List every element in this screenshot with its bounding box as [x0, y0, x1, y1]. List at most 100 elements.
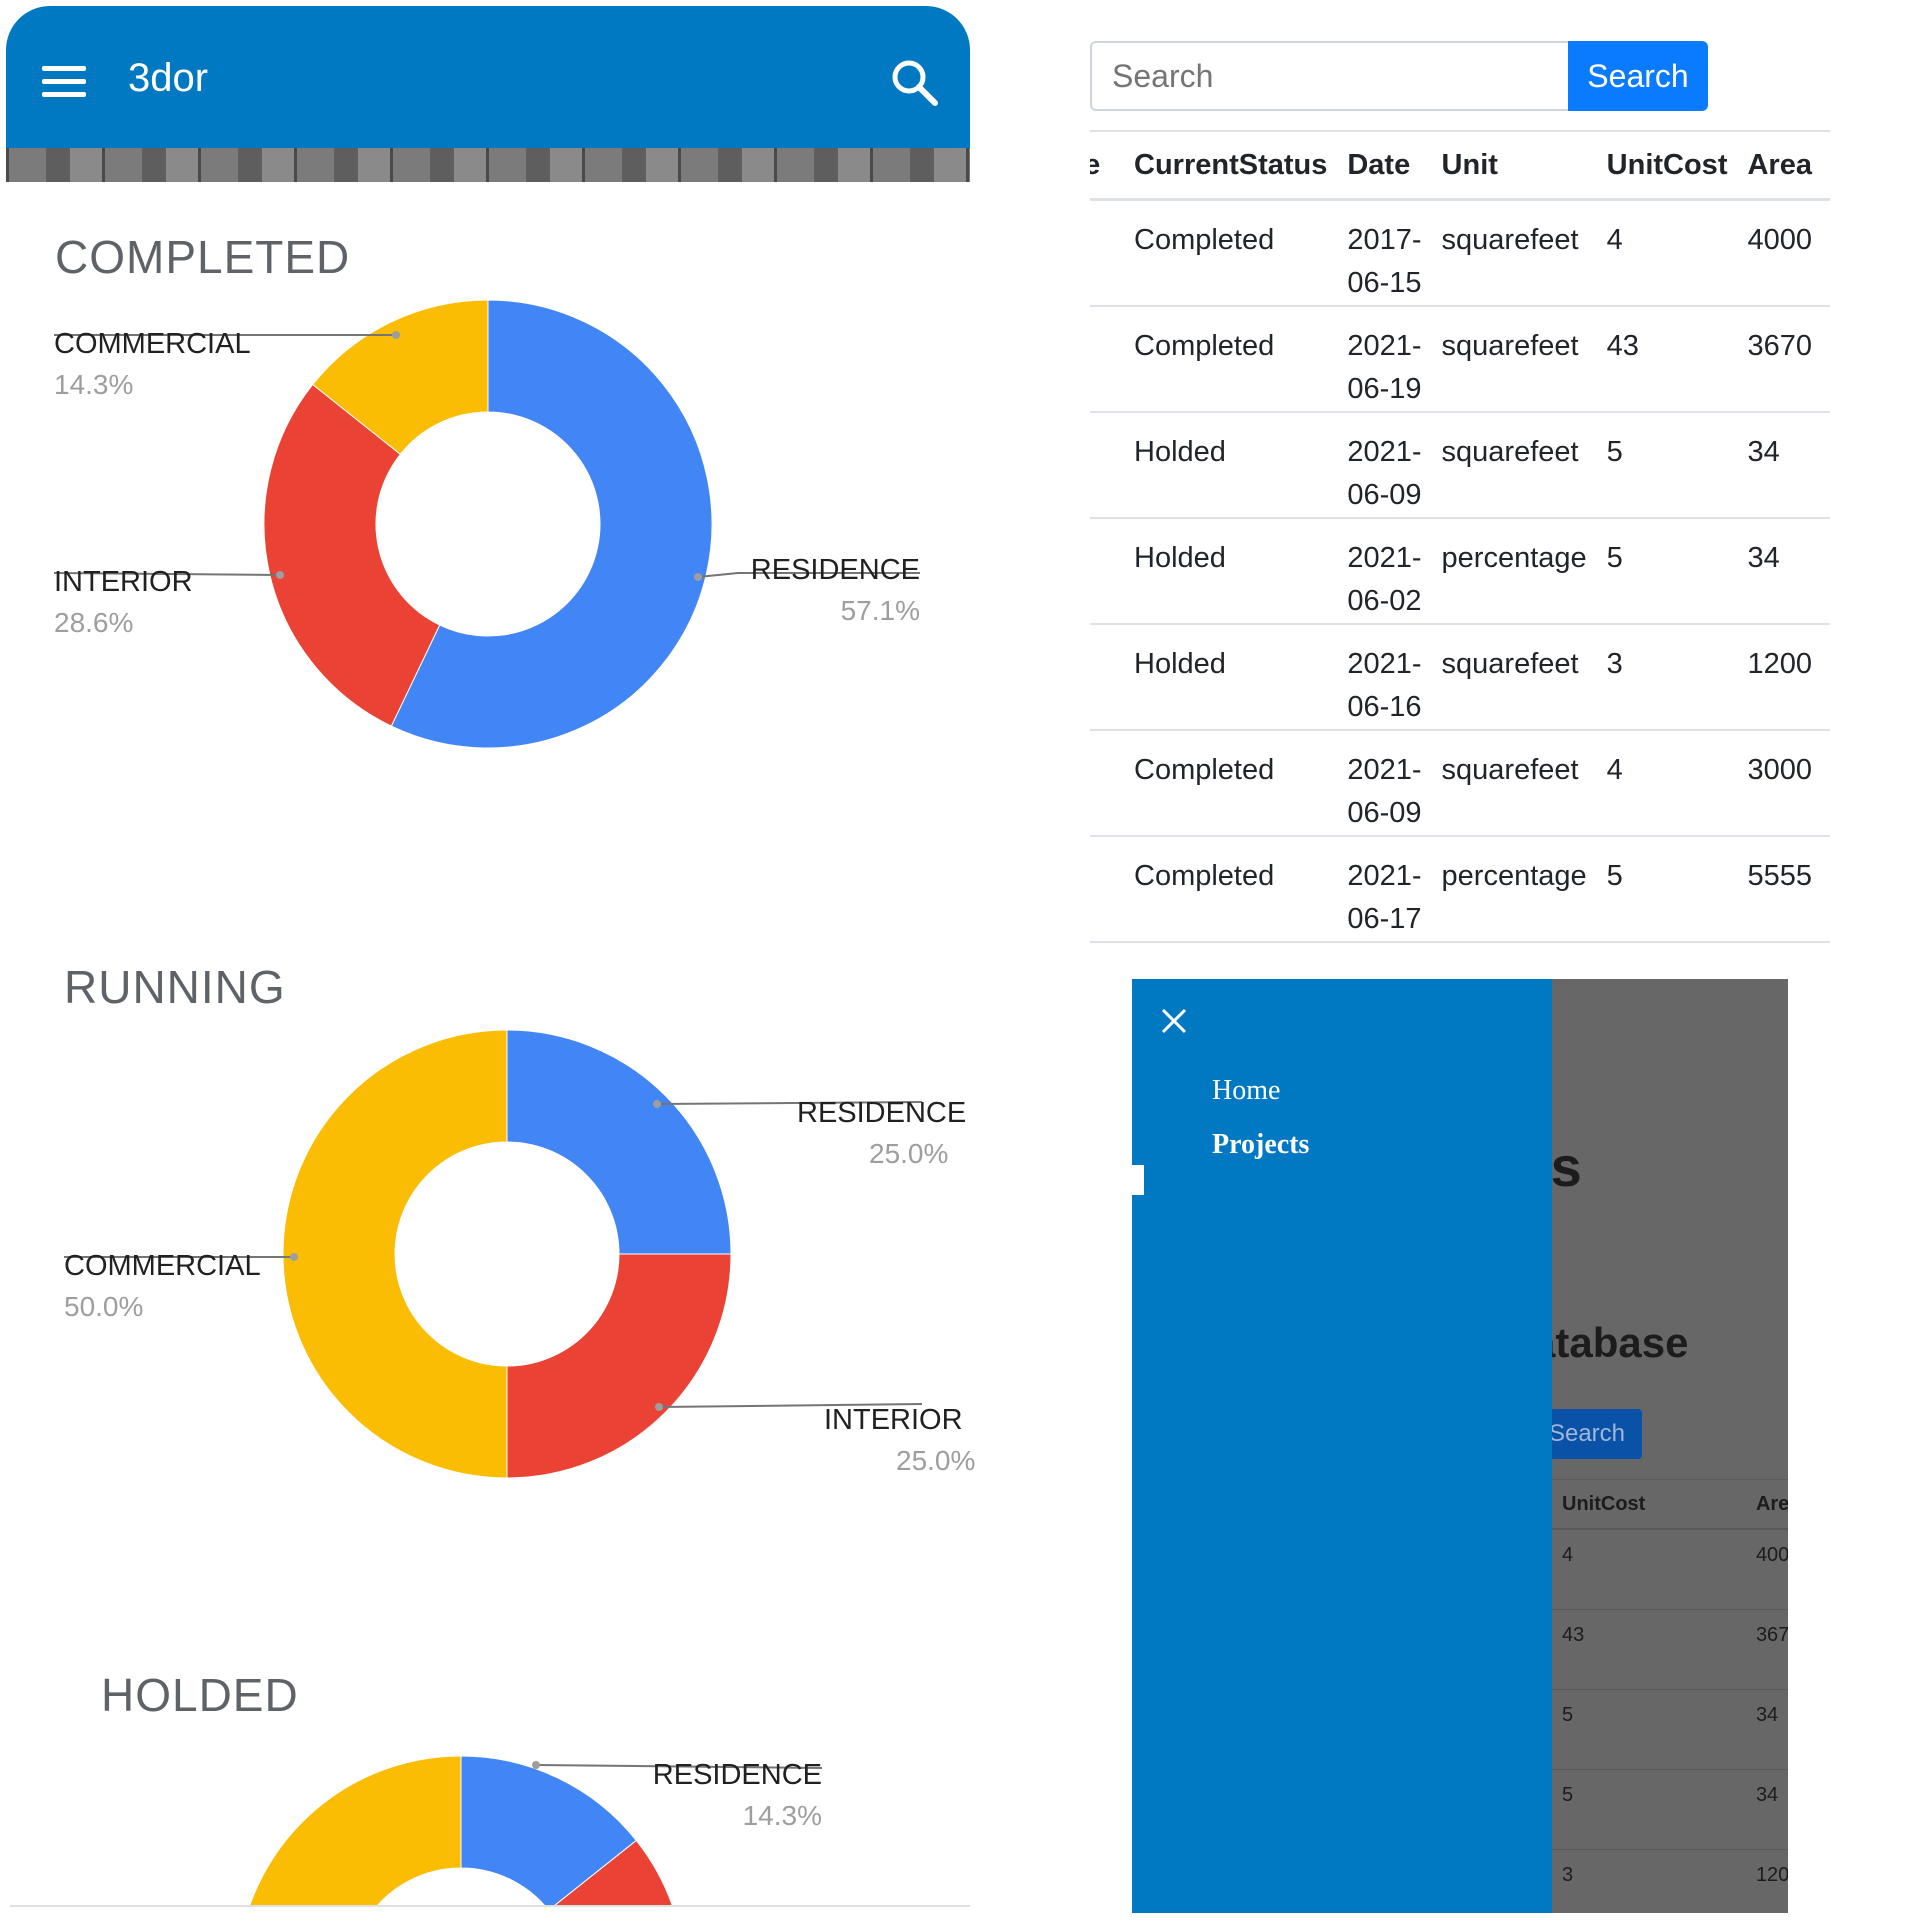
leader-dot — [655, 1403, 663, 1411]
slice-commercial[interactable] — [237, 1755, 679, 1906]
slice-label-residence: RESIDENCE — [653, 1759, 822, 1791]
cell-area: 3670 — [1737, 306, 1830, 413]
slice-label-commercial: COMMERCIAL — [54, 328, 251, 360]
cell-date-day: 06-19 — [1347, 373, 1422, 405]
slice-residence[interactable] — [506, 1029, 732, 1255]
cell-partial — [1090, 836, 1124, 943]
cell-date-year: 2021- — [1347, 436, 1422, 468]
bg-cell-unitcost: 4 — [1552, 1529, 1746, 1610]
cell-status: Holded — [1124, 624, 1338, 731]
slice-interior[interactable] — [263, 383, 441, 727]
bg-cell-area: 34 — [1745, 1769, 1788, 1850]
cell-unit: squarefeet — [1431, 730, 1597, 837]
slice-label-residence: RESIDENCE — [797, 1097, 966, 1129]
slice-residence[interactable] — [390, 299, 713, 749]
completed-title: COMPLETED — [55, 231, 351, 283]
cell-date-year: 2021- — [1347, 330, 1422, 362]
search-field[interactable] — [1090, 41, 1570, 111]
table-row[interactable]: Holded 2021- 06-09 squarefeet 5 34 — [1090, 412, 1830, 519]
cell-date-day: 06-17 — [1347, 903, 1422, 935]
leader-dot — [532, 1761, 540, 1769]
cell-partial — [1090, 412, 1124, 519]
cell-unitcost: 5 — [1596, 836, 1738, 943]
cell-unit: percentage — [1431, 836, 1597, 943]
slice-percent-residence: 14.3% — [743, 1800, 822, 1831]
projects-table: ce CurrentStatus Date Unit UnitCost Area… — [1090, 130, 1830, 943]
slice-residence[interactable] — [460, 1755, 637, 1906]
cell-date: 2021- 06-17 — [1337, 836, 1432, 943]
slice-interior[interactable] — [549, 1839, 685, 1906]
cell-status: Completed — [1124, 199, 1338, 307]
cell-unit: squarefeet — [1431, 306, 1597, 413]
cell-partial — [1090, 518, 1124, 625]
cell-area: 34 — [1737, 518, 1830, 625]
table-row[interactable]: Completed 2021- 06-09 squarefeet 4 3000 — [1090, 730, 1830, 837]
table-row[interactable]: Completed 2021- 06-17 percentage 5 5555 — [1090, 836, 1830, 943]
cell-area: 4000 — [1737, 199, 1830, 307]
col-header-unit[interactable]: Unit — [1431, 130, 1597, 201]
cell-area: 1200 — [1737, 624, 1830, 731]
cell-date: 2021- 06-19 — [1337, 306, 1432, 413]
leader-line — [658, 1403, 923, 1408]
table-row[interactable]: Holded 2021- 06-16 squarefeet 3 1200 — [1090, 624, 1830, 731]
search-input[interactable] — [1092, 43, 1568, 109]
divider — [10, 1905, 970, 1907]
cell-unit: squarefeet — [1431, 624, 1597, 731]
slice-commercial[interactable] — [282, 1029, 508, 1479]
mobile-chart-screen: 3dor COMPLETED RESIDENCE 57.1% INTERIOR 28.… — [6, 6, 975, 1907]
slice-percent-residence: 57.1% — [841, 595, 920, 626]
col-header-partial: ce — [1090, 130, 1124, 201]
bg-cell-unitcost: 3 — [1552, 1849, 1746, 1913]
cell-date: 2021- 06-02 — [1337, 518, 1432, 625]
cell-date-year: 2017- — [1347, 224, 1422, 256]
leader-dot — [276, 571, 284, 579]
cell-date-year: 2021- — [1347, 648, 1422, 680]
nav-item-home[interactable]: Home — [1212, 1075, 1281, 1106]
slice-percent-commercial: 50.0% — [64, 1291, 143, 1322]
close-icon[interactable] — [1160, 1007, 1188, 1035]
leader-dot — [392, 331, 400, 339]
drawer-screen: ts atabase Search UnitCost Area 44000433… — [1132, 979, 1788, 1913]
bg-cell-area: 3670 — [1745, 1609, 1788, 1690]
background-table: UnitCost Area 4400043367053453431200 — [1552, 1479, 1788, 1913]
slice-percent-commercial: 14.3% — [54, 369, 133, 400]
col-header-currentstatus[interactable]: CurrentStatus — [1124, 130, 1338, 201]
cell-status: Completed — [1124, 306, 1338, 413]
cell-date: 2021- 06-09 — [1337, 730, 1432, 837]
bg-cell-area: 1200 — [1745, 1849, 1788, 1913]
cell-date-day: 06-16 — [1347, 691, 1422, 723]
bg-cell-unitcost: 43 — [1552, 1609, 1746, 1690]
table-row[interactable]: Holded 2021- 06-02 percentage 5 34 — [1090, 518, 1830, 625]
search-icon[interactable] — [888, 56, 940, 108]
cell-status: Completed — [1124, 836, 1338, 943]
leader-dot — [694, 573, 702, 581]
table-row[interactable]: Completed 2017- 06-15 squarefeet 4 4000 — [1090, 199, 1830, 307]
table-row[interactable]: Completed 2021- 06-19 squarefeet 43 3670 — [1090, 306, 1830, 413]
running-donut-chart: RESIDENCE 25.0% INTERIOR 25.0% COMMERCIAL 50.… — [64, 1029, 975, 1479]
slice-commercial[interactable] — [312, 299, 489, 455]
cell-date: 2021- 06-16 — [1337, 624, 1432, 731]
background-subheading: atabase — [1532, 1319, 1689, 1366]
cell-unitcost: 5 — [1596, 412, 1738, 519]
background-table-row: 5 34 — [1552, 1769, 1788, 1850]
cell-date-day: 06-02 — [1347, 585, 1422, 617]
search-button[interactable]: Search — [1568, 41, 1708, 111]
cell-unitcost: 5 — [1596, 518, 1738, 625]
slice-percent-residence: 25.0% — [869, 1138, 948, 1169]
col-header-date[interactable]: Date — [1337, 130, 1432, 201]
bg-cell-unitcost: 5 — [1552, 1689, 1746, 1770]
col-header-area[interactable]: Area — [1737, 130, 1830, 201]
cell-area: 34 — [1737, 412, 1830, 519]
menu-icon[interactable] — [42, 66, 86, 98]
leader-line — [535, 1764, 823, 1769]
app-bar: 3dor — [6, 6, 970, 148]
background-page: ts atabase Search UnitCost Area 44000433… — [1132, 979, 1788, 1913]
col-header-unitcost[interactable]: UnitCost — [1596, 130, 1738, 201]
nav-item-projects[interactable]: Projects — [1212, 1129, 1310, 1160]
cell-date-day: 06-09 — [1347, 479, 1422, 511]
bg-cell-area: 34 — [1745, 1689, 1788, 1770]
table-header-row: ce CurrentStatus Date Unit UnitCost Area — [1090, 130, 1830, 201]
slice-interior[interactable] — [506, 1253, 732, 1479]
